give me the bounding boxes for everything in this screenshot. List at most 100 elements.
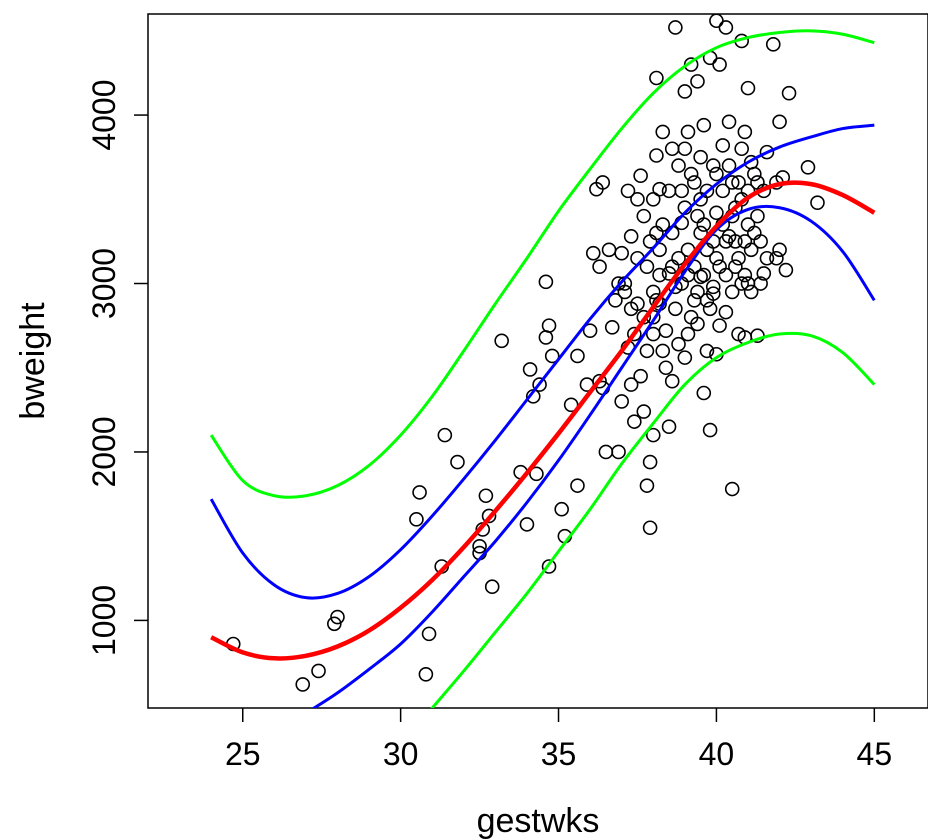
data-point [661,419,677,434]
data-point [705,158,721,173]
data-point [728,234,743,249]
data-point [484,579,500,595]
data-point [810,195,825,210]
data-point [765,37,781,52]
data-point [671,158,686,173]
data-point [690,74,705,89]
data-point [478,488,494,504]
data-point [693,149,708,165]
data-point [718,234,734,249]
data-point [623,377,639,392]
data-point [541,559,557,574]
data-point [724,175,740,190]
data-point [702,422,718,438]
data-point [633,368,648,384]
data-point [604,320,620,335]
data-point [623,301,639,317]
data-point [696,117,712,133]
data-point [664,373,680,389]
data-point [519,517,535,532]
data-point [772,242,787,258]
data-point [642,454,658,470]
data-point [664,141,680,157]
data-point [636,208,652,224]
data-point [494,333,509,349]
x-tick-label: 35 [541,736,577,772]
data-point [592,259,607,274]
data-point [522,362,538,377]
data-point [538,274,554,290]
data-point [772,114,787,130]
data-point [696,217,712,232]
data-point [759,144,775,160]
data-point [639,478,655,493]
y-tick-label: 2000 [86,416,122,487]
fit-line [210,180,876,661]
data-point [598,444,614,460]
data-point [731,175,746,190]
data-point [611,444,626,460]
data-point [759,250,775,266]
data-point [639,259,655,274]
data-point [734,141,749,157]
data-point [696,267,712,283]
data-point [645,427,661,443]
data-point [721,158,737,173]
data-point [690,284,705,300]
data-point [412,485,427,500]
y-tick-label: 4000 [86,79,122,150]
x-tick-label: 40 [699,736,735,772]
data-point [800,159,816,175]
data-point [696,385,712,401]
data-point [649,293,664,308]
data-point [481,508,497,524]
data-point [699,343,715,359]
data-point [652,267,667,283]
data-point [705,279,721,295]
data-point [747,166,762,182]
data-point [724,284,740,300]
data-point [311,663,326,679]
data-point [756,266,772,281]
data-point [627,414,642,429]
data-point [655,217,671,232]
data-point [718,267,734,283]
data-point [671,336,686,352]
data-point [709,166,724,182]
data-point [655,343,671,359]
data-point [418,667,434,682]
data-point [668,20,683,35]
data-point [661,183,677,199]
data-point [683,166,699,182]
data-point [712,259,727,274]
data-point [734,276,749,291]
data-point [724,481,740,497]
data-point [699,293,715,308]
data-point [608,293,623,308]
x-axis-title: gestwks [477,802,600,839]
data-point [630,191,645,207]
data-point [658,360,674,376]
data-point [614,245,629,261]
data-point [677,84,693,99]
data-point [680,326,696,342]
data-point [636,404,652,419]
ci-upper-line [209,123,875,600]
data-point [709,250,724,266]
data-point [690,208,705,224]
data-point [595,175,611,190]
data-point [750,208,765,224]
data-point [740,80,756,96]
data-point [718,304,734,320]
data-point [677,141,693,157]
data-point [421,626,437,642]
data-point [538,330,554,345]
data-point [655,124,671,140]
data-point [633,168,648,184]
data-point [687,293,702,308]
y-axis-title: bweight [14,302,52,420]
data-point [677,350,693,365]
data-point [649,70,664,86]
fit-curves [209,29,876,708]
